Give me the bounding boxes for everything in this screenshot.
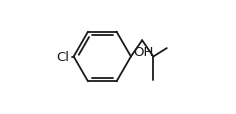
Text: OH: OH bbox=[134, 45, 154, 58]
Text: Cl: Cl bbox=[56, 51, 69, 63]
